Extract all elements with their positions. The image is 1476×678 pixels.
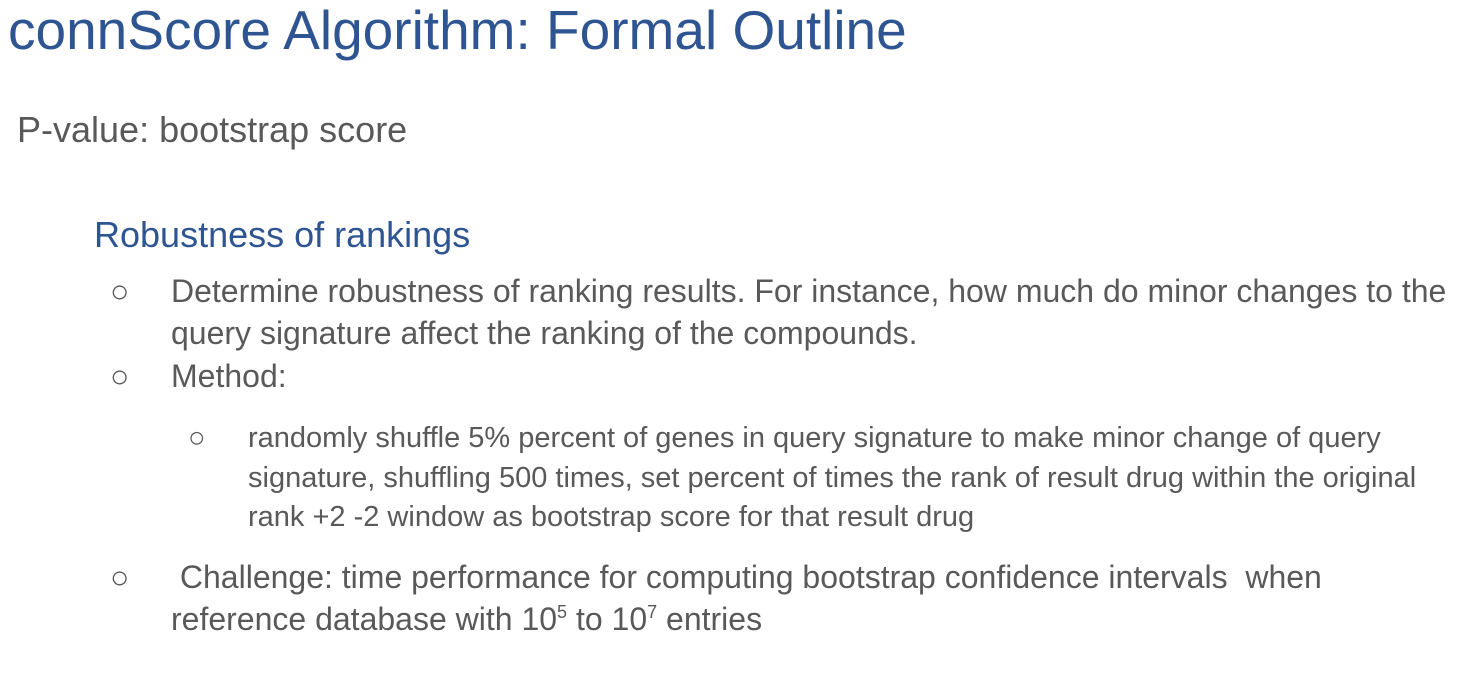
slide-title: connScore Algorithm: Formal Outline [8, 0, 907, 61]
exponent-7: 7 [647, 602, 658, 622]
sub-list-item: randomly shuffle 5% percent of genes in … [248, 422, 1417, 533]
challenge-text-middle: to 10 [567, 601, 648, 637]
bullet-circle-icon: ○ [110, 358, 130, 394]
bullet-circle-icon: ○ [110, 559, 130, 595]
section-heading: Robustness of rankings [94, 214, 471, 255]
challenge-item: Challenge: time performance for computin… [171, 556, 1421, 640]
list-item: Method: [171, 358, 287, 394]
exponent-5: 5 [557, 602, 568, 622]
slide-subtitle: P-value: bootstrap score [17, 109, 408, 150]
sub-bullet-circle-icon: ○ [188, 422, 206, 454]
bullet-circle-icon: ○ [110, 273, 130, 309]
challenge-text-suffix: entries [657, 601, 763, 637]
challenge-text-prefix: Challenge: time performance for computin… [171, 559, 1331, 637]
list-item: Determine robustness of ranking results.… [171, 273, 1447, 351]
